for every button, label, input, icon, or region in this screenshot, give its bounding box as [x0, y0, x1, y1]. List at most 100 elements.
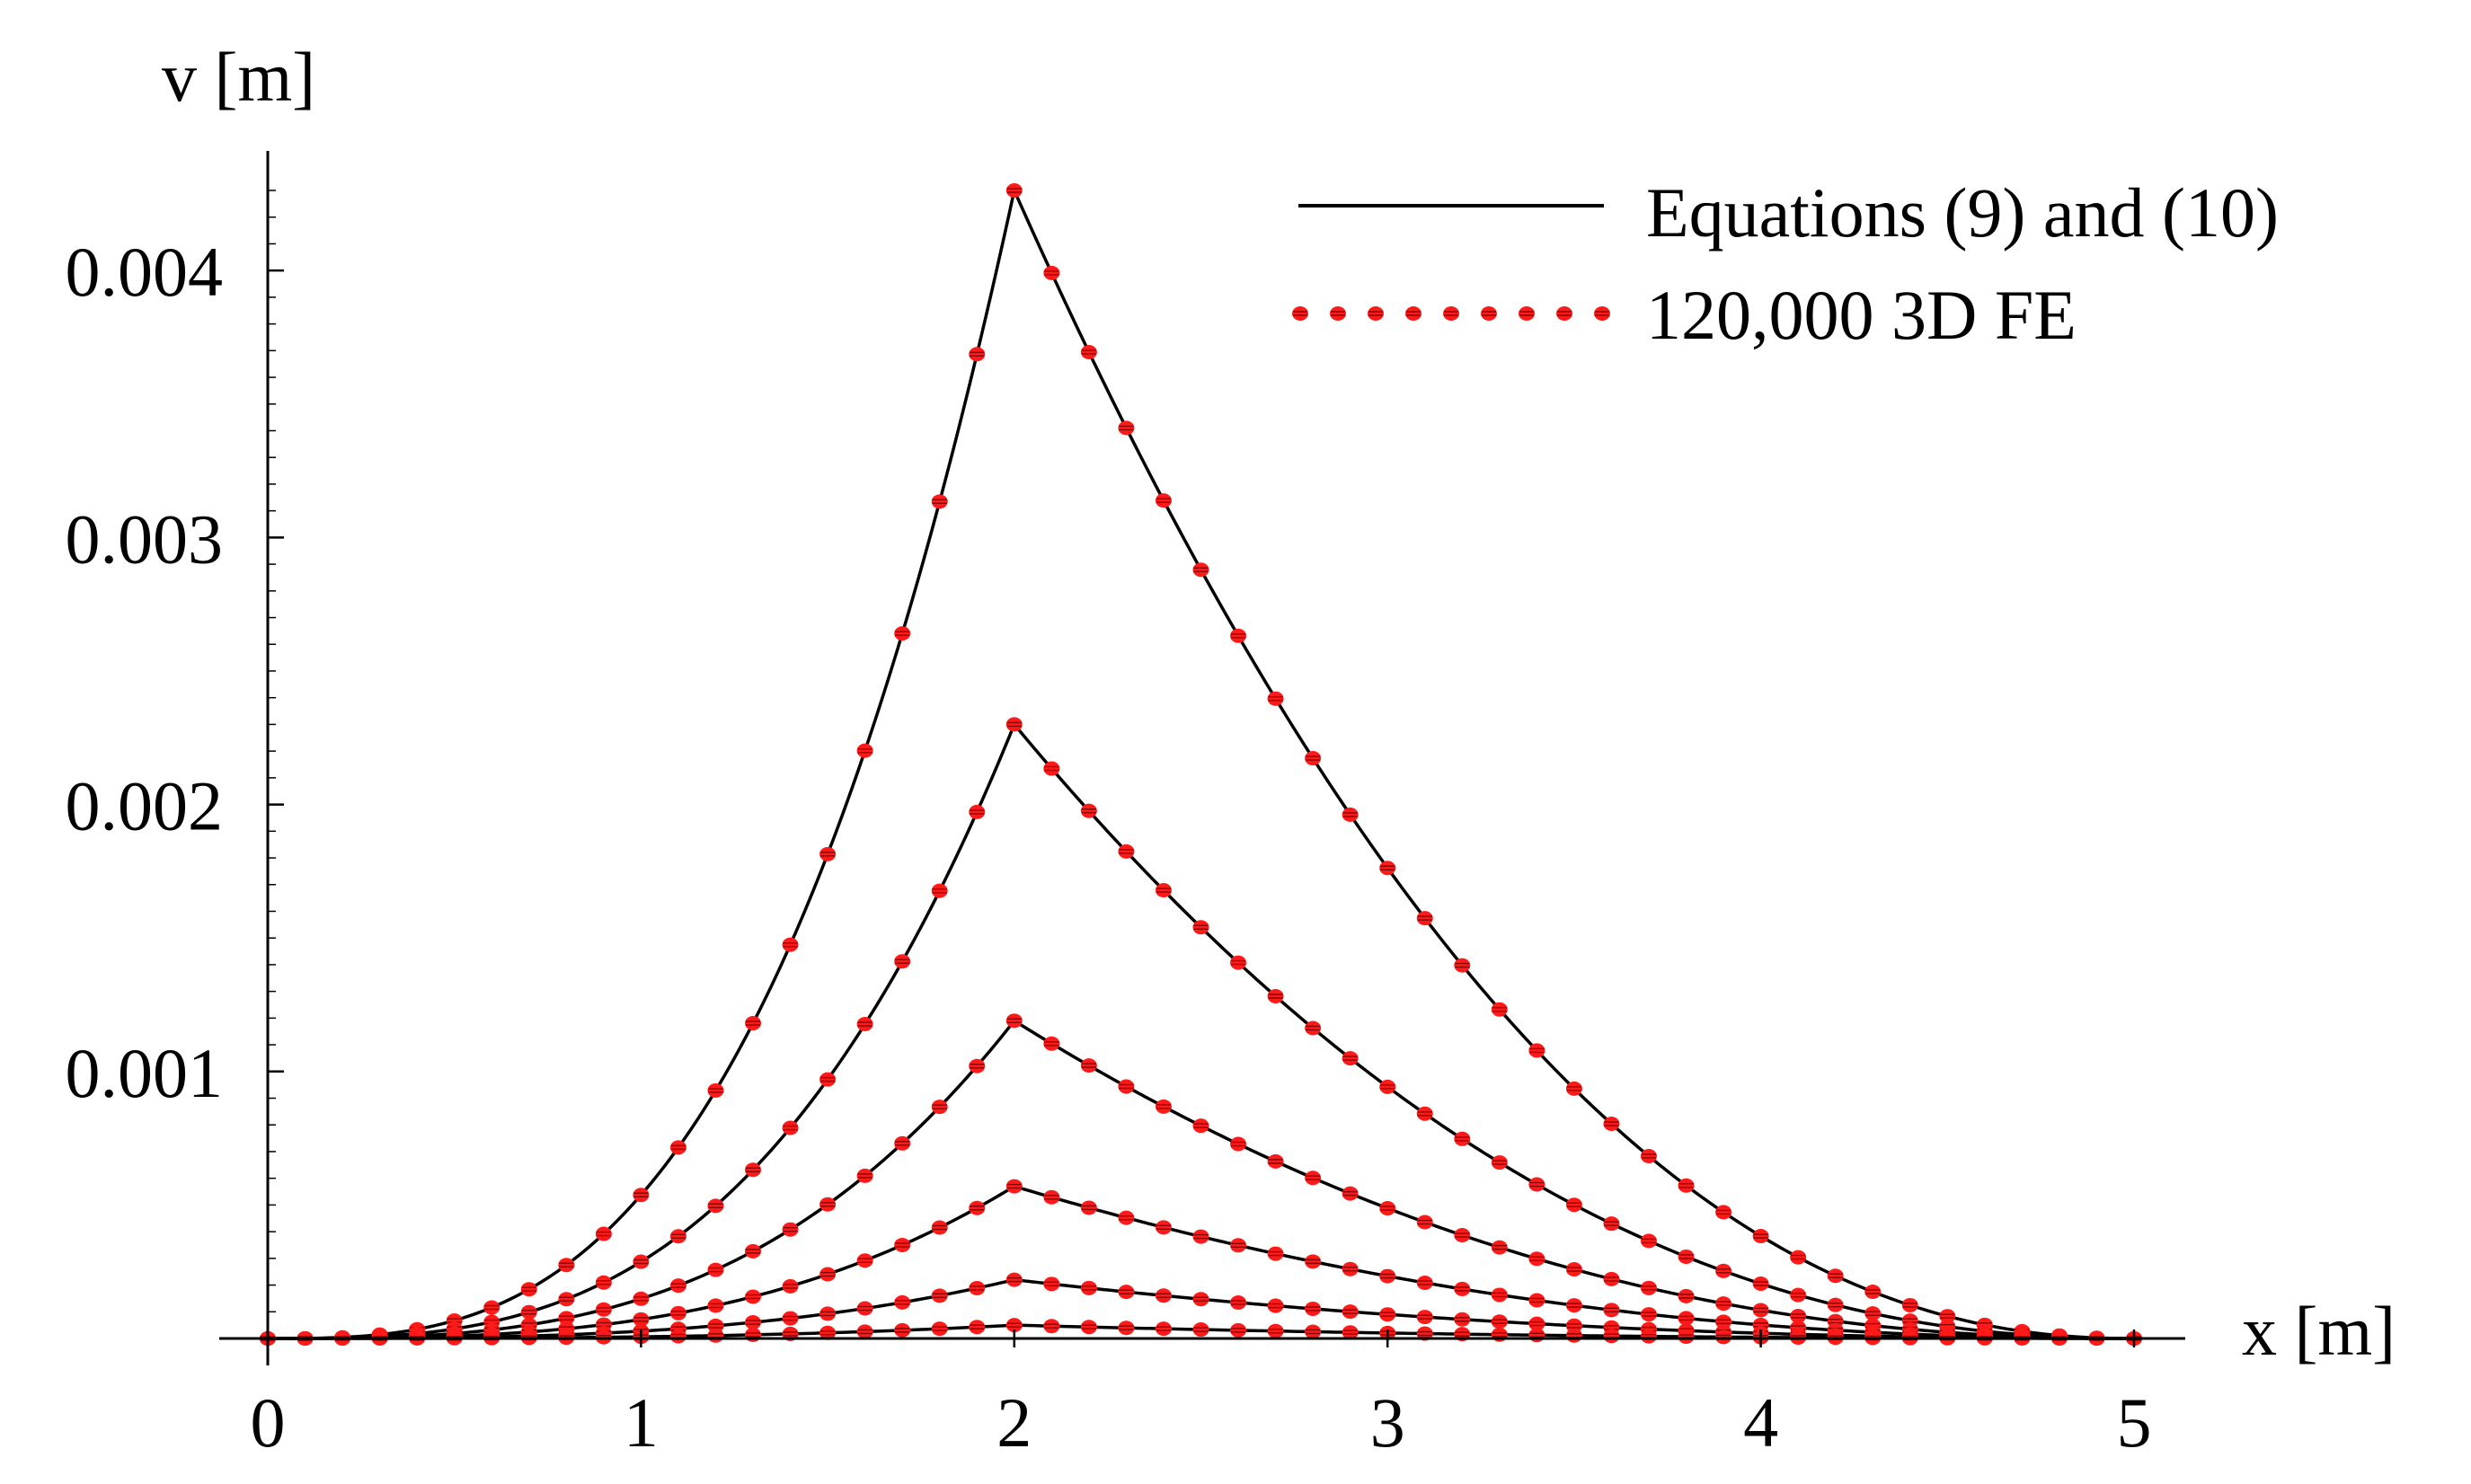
fe-marker	[1192, 1118, 1209, 1134]
legend-dot	[1405, 306, 1421, 321]
fe-marker	[969, 1280, 986, 1295]
fe-marker	[1005, 1013, 1023, 1029]
fe-marker	[1491, 1155, 1508, 1170]
fe-marker	[1305, 751, 1322, 766]
fe-marker	[1155, 1288, 1172, 1303]
fe-marker	[1080, 1058, 1097, 1073]
fe-marker	[1005, 1179, 1023, 1194]
fe-marker	[1603, 1216, 1620, 1232]
fe-marker	[1118, 1210, 1135, 1225]
fe-marker	[745, 1243, 762, 1259]
fe-marker	[1678, 1288, 1695, 1303]
fe-marker	[1603, 1271, 1620, 1286]
fe-marker	[1715, 1205, 1732, 1220]
legend-marker-swatch	[1292, 306, 1610, 321]
fe-marker	[1192, 920, 1209, 935]
fe-marker	[1565, 1262, 1582, 1277]
fe-marker	[1678, 1249, 1695, 1264]
fe-marker	[894, 1237, 911, 1252]
fe-marker	[782, 1311, 799, 1326]
legend-dot	[1556, 306, 1572, 321]
fe-marker	[1267, 989, 1284, 1004]
fe-marker	[894, 626, 911, 641]
y-tick-label: 0.004	[66, 233, 224, 311]
fe-marker	[1491, 1287, 1508, 1303]
fe-marker	[669, 1329, 686, 1344]
fe-marker	[633, 1312, 650, 1327]
fe-marker	[856, 1301, 873, 1316]
legend: Equations (9) and (10) 120,000 3D FE	[1292, 173, 2279, 354]
fe-marker	[1305, 1301, 1322, 1316]
x-tick-label: 5	[2117, 1383, 2152, 1462]
fe-marker	[1864, 1306, 1882, 1321]
fe-marker	[707, 1262, 724, 1277]
fe-marker	[1640, 1280, 1657, 1295]
fe-marker	[1379, 1079, 1396, 1094]
fe-marker	[969, 804, 986, 819]
fe-marker	[1043, 1319, 1060, 1334]
fe-marker	[819, 1306, 837, 1321]
fe-marker	[1342, 1186, 1359, 1201]
y-axis-label: v [m]	[162, 38, 315, 116]
fe-marker	[1416, 1215, 1433, 1230]
analytic-curve-3	[268, 1019, 2134, 1340]
fe-marker	[931, 1288, 948, 1303]
fe-marker	[1790, 1287, 1807, 1303]
fe-marker	[1342, 1051, 1359, 1066]
fe-marker	[707, 1298, 724, 1313]
fe-marker	[1603, 1117, 1620, 1132]
x-tick-label: 1	[624, 1383, 659, 1462]
fe-marker	[931, 494, 948, 509]
fe-marker	[558, 1311, 575, 1326]
fe-marker	[1416, 1106, 1433, 1121]
fe-marker	[1379, 861, 1396, 876]
fe-marker	[894, 1322, 911, 1338]
fe-marker	[1230, 1294, 1247, 1310]
fe-marker	[819, 1267, 837, 1282]
fe-marker	[782, 1120, 799, 1135]
fe-marker	[1603, 1329, 1620, 1344]
fe-marker	[1416, 1310, 1433, 1325]
fe-marker	[1454, 1312, 1471, 1327]
fe-marker	[1080, 1200, 1097, 1215]
fe-marker	[1342, 1261, 1359, 1276]
fe-marker	[595, 1226, 612, 1241]
fe-marker	[782, 1278, 799, 1294]
fe-marker	[1640, 1307, 1657, 1322]
legend-label-fe: 120,000 3D FE	[1646, 276, 2077, 354]
fe-marker	[1005, 717, 1023, 732]
fe-marker	[856, 1324, 873, 1339]
legend-label-equations: Equations (9) and (10)	[1646, 173, 2279, 252]
fe-marker	[1305, 1324, 1322, 1339]
fe-marker	[558, 1258, 575, 1273]
fe-marker	[1005, 1272, 1023, 1287]
fe-marker	[1416, 1275, 1433, 1290]
fe-marker	[1416, 911, 1433, 926]
fe-marker	[1043, 1036, 1060, 1051]
fe-marker	[1790, 1308, 1807, 1323]
x-tick-label: 4	[1743, 1383, 1778, 1462]
fe-marker	[1454, 1228, 1471, 1243]
fe-marker	[1118, 420, 1135, 436]
fe-marker	[1005, 183, 1023, 198]
fe-marker	[1379, 1268, 1396, 1284]
fe-marker	[1454, 958, 1471, 973]
fe-marker	[520, 1304, 537, 1320]
y-tick-label: 0.001	[66, 1034, 224, 1112]
fe-marker	[1827, 1297, 1844, 1312]
fe-marker	[931, 1321, 948, 1337]
analytic-curve-1	[268, 185, 2135, 1340]
fe-marker	[1192, 1229, 1209, 1244]
fe-marker	[819, 846, 837, 861]
fe-marker	[1230, 1136, 1247, 1152]
fe-marker	[745, 1315, 762, 1330]
fe-marker	[1155, 1321, 1172, 1337]
curves-layer	[268, 185, 2135, 1340]
fe-marker	[1454, 1131, 1471, 1146]
fe-marker	[558, 1292, 575, 1307]
fe-marker	[1080, 803, 1097, 818]
fe-marker	[669, 1305, 686, 1321]
fe-marker	[894, 954, 911, 969]
fe-marker	[1305, 1020, 1322, 1036]
